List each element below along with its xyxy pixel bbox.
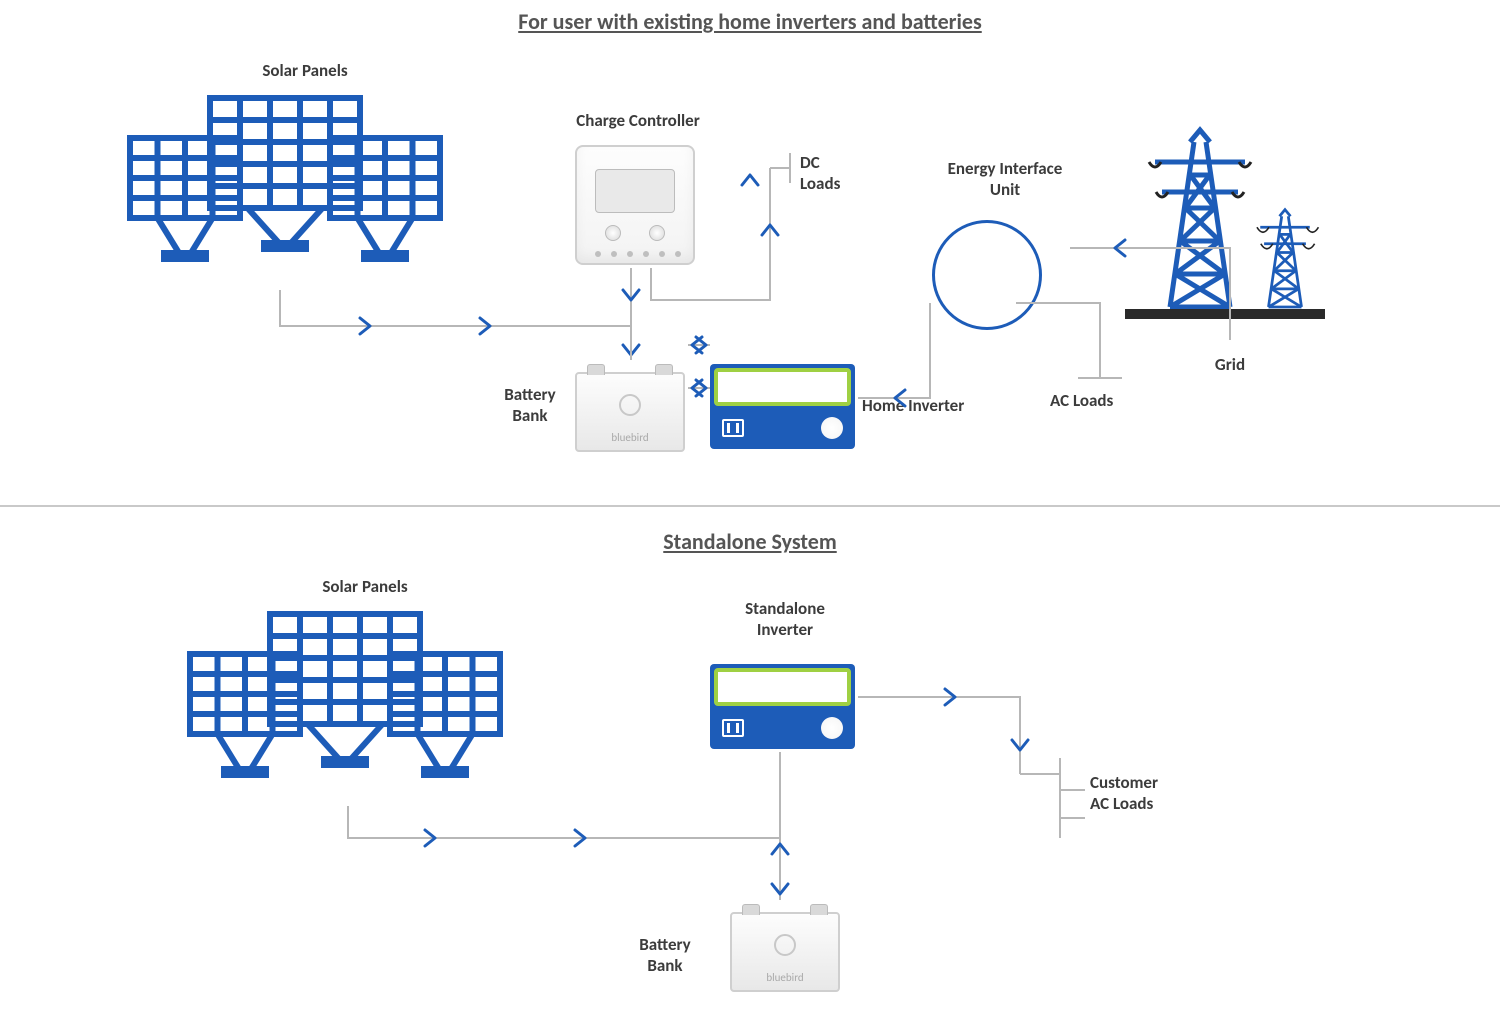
label-home-inverter: Home Inverter: [862, 395, 1022, 416]
label-customer-ac: Customer AC Loads: [1090, 772, 1210, 815]
home-inverter-icon: [710, 364, 855, 449]
label-solar-top: Solar Panels: [215, 60, 395, 81]
solar-panels-bottom-icon: [175, 606, 515, 806]
charge-controller-icon: [575, 145, 695, 265]
label-ac-loads: AC Loads: [1050, 390, 1170, 411]
section-title-top: For user with existing home inverters an…: [0, 8, 1500, 35]
standalone-inverter-icon: [710, 664, 855, 749]
diagram-canvas: For user with existing home inverters an…: [0, 0, 1500, 1031]
solar-panels-top-icon: [115, 90, 455, 290]
label-grid: Grid: [1190, 354, 1270, 375]
label-standalone-inverter: Standalone Inverter: [720, 598, 850, 641]
energy-interface-unit-icon: [932, 220, 1042, 330]
label-dc-loads: DC Loads: [800, 152, 880, 195]
battery-brand-top: bluebird: [577, 431, 683, 444]
label-solar-bottom: Solar Panels: [275, 576, 455, 597]
grid-tower-icon: [1125, 125, 1325, 345]
label-battery-top: Battery Bank: [490, 384, 570, 427]
label-eiu: Energy Interface Unit: [920, 158, 1090, 201]
section-title-bottom: Standalone System: [0, 528, 1500, 555]
label-battery-bottom: Battery Bank: [620, 934, 710, 977]
battery-bank-bottom-icon: bluebird: [730, 912, 840, 992]
battery-bank-top-icon: bluebird: [575, 372, 685, 452]
label-charge-controller: Charge Controller: [548, 110, 728, 131]
section-divider: [0, 505, 1500, 507]
battery-brand-bottom: bluebird: [732, 971, 838, 984]
